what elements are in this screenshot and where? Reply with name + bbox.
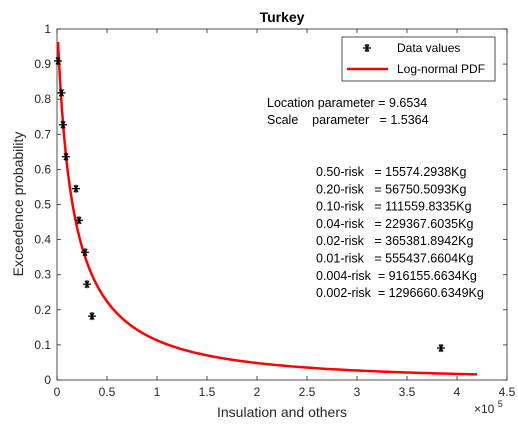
x-tick-label: 4 — [454, 385, 461, 399]
x-axis-label: Insulation and others — [217, 404, 347, 420]
plot-area — [56, 28, 508, 381]
y-axis: 0 0.1 0.2 0.3 0.4 0.5 0.6 0.7 0.8 0.9 1 — [34, 22, 507, 387]
risk-annotations: 0.50-risk = 15574.2938Kg 0.20-risk = 5675… — [316, 165, 484, 300]
risk-annotation: 0.50-risk = 15574.2938Kg — [316, 165, 466, 179]
legend: Data values Log-normal PDF — [341, 36, 496, 82]
data-point — [62, 152, 70, 161]
x-tick-label: 0 — [54, 385, 61, 399]
data-point — [81, 248, 89, 257]
x-tick-label: 0.5 — [99, 385, 116, 399]
x-tick-label: 1.5 — [199, 385, 216, 399]
chart-title: Turkey — [260, 9, 305, 25]
y-tick-label: 0 — [44, 373, 51, 387]
risk-annotation: 0.002-risk = 1296660.6349Kg — [316, 286, 484, 300]
risk-annotation: 0.02-risk = 365381.8942Kg — [316, 234, 473, 248]
x-tick-label: 4.5 — [499, 385, 516, 399]
y-axis-label: Exceedence probability — [10, 132, 26, 277]
y-tick-label: 0.2 — [34, 303, 51, 317]
x-axis: 0 0.5 1 1.5 2 2.5 3 3.5 4 4.5 — [54, 29, 516, 399]
y-tick-label: 0.9 — [34, 57, 51, 71]
y-tick-label: 0.3 — [34, 268, 51, 282]
data-point — [437, 344, 445, 353]
legend-asterisk — [363, 44, 371, 52]
x-multiplier-exponent: 5 — [498, 399, 503, 409]
y-tick-label: 0.5 — [34, 198, 51, 212]
risk-annotation: 0.04-risk = 229367.6035Kg — [316, 217, 473, 231]
y-tick-label: 0.6 — [34, 162, 51, 176]
y-tick-label: 0.4 — [34, 233, 51, 247]
data-point — [83, 280, 91, 289]
x-axis-multiplier: ×10 5 — [474, 399, 503, 416]
y-tick-label: 1 — [44, 22, 51, 36]
lognormal-curve-group — [56, 41, 478, 376]
lognormal-curve — [56, 41, 478, 376]
y-tick-label: 0.8 — [34, 92, 51, 106]
legend-label-data-values: Data values — [397, 41, 460, 55]
x-tick-label: 1 — [154, 385, 161, 399]
y-tick-label: 0.7 — [34, 127, 51, 141]
x-multiplier-base: ×10 — [474, 402, 495, 416]
risk-annotation: 0.20-risk = 56750.5093Kg — [316, 182, 466, 196]
data-point — [75, 216, 83, 225]
x-tick-label: 3 — [354, 385, 361, 399]
legend-label-lognormal: Log-normal PDF — [397, 62, 485, 76]
scale-parameter-text: Scale parameter = 1.5364 — [267, 113, 429, 127]
y-tick-label: 0.1 — [34, 338, 51, 352]
data-point — [88, 312, 96, 321]
data-point — [57, 88, 66, 97]
x-tick-label: 2 — [254, 385, 261, 399]
risk-annotation: 0.01-risk = 555437.6604Kg — [316, 252, 473, 266]
x-tick-label: 3.5 — [399, 385, 416, 399]
x-tick-label: 2.5 — [299, 385, 316, 399]
data-point — [59, 120, 67, 129]
risk-annotation: 0.10-risk = 111559.8335Kg — [316, 200, 472, 214]
legend-asterisk-marker — [363, 44, 371, 52]
data-point — [54, 56, 62, 65]
location-parameter-text: Location parameter = 9.6534 — [267, 96, 427, 110]
risk-annotation: 0.004-risk = 916155.6634Kg — [316, 269, 477, 283]
data-point — [72, 184, 80, 193]
data-points — [54, 56, 445, 353]
